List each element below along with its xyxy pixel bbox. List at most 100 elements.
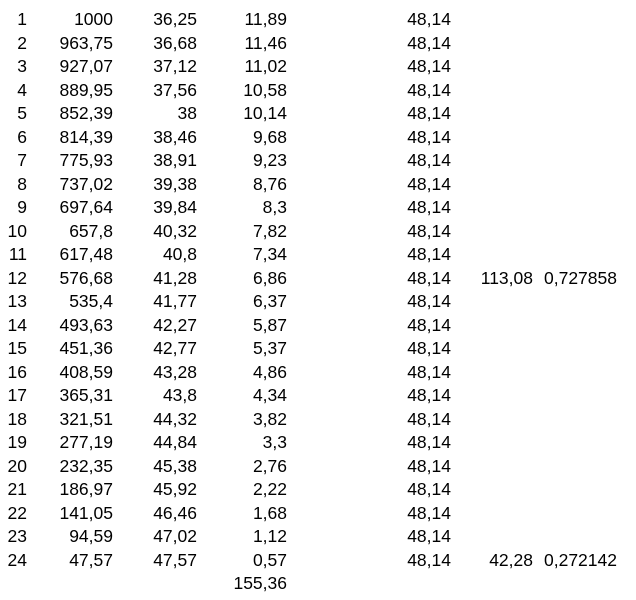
value-cell: 43,8 <box>162 385 197 405</box>
value-cell: 7,82 <box>252 220 287 241</box>
value-cell: 41,28 <box>153 267 197 288</box>
value-cell: 37,12 <box>153 56 197 76</box>
value-cell: 47,02 <box>153 526 197 546</box>
total-row: 155,36 <box>0 572 636 596</box>
value-cell: 408,59 <box>59 361 113 382</box>
row-number-cell: 12 <box>7 267 27 288</box>
row-number-cell: 24 <box>7 549 27 570</box>
value-cell: 48,14 <box>407 173 451 194</box>
value-cell: 1,68 <box>252 502 287 523</box>
value-cell: 11,02 <box>244 56 288 76</box>
value-cell: 48,14 <box>407 361 451 382</box>
value-cell: 927,07 <box>59 56 113 76</box>
value-cell: 113,08 <box>480 267 533 288</box>
value-cell: 48,14 <box>407 479 451 499</box>
value-cell: 889,95 <box>59 79 113 100</box>
table-row: 21 186,97 45,92 2,22 48,14 <box>0 478 636 502</box>
value-cell: 4,34 <box>252 385 287 405</box>
value-cell: 42,27 <box>153 314 197 335</box>
table-row: 14 493,63 42,27 5,87 48,14 <box>0 314 636 338</box>
value-cell: 576,68 <box>59 267 113 288</box>
value-cell: 11,46 <box>244 32 288 53</box>
value-cell: 7,34 <box>252 244 287 264</box>
value-cell: 38 <box>177 103 197 123</box>
value-cell: 852,39 <box>59 103 113 123</box>
row-number-cell: 9 <box>17 197 27 217</box>
table-row: 13 535,4 41,77 6,37 48,14 <box>0 290 636 314</box>
value-cell: 48,14 <box>407 197 451 217</box>
value-cell: 814,39 <box>59 126 113 147</box>
table-row: 8 737,02 39,38 8,76 48,14 <box>0 173 636 197</box>
value-cell: 48,14 <box>407 32 451 53</box>
value-cell: 48,14 <box>407 103 451 123</box>
value-cell: 94,59 <box>69 526 113 546</box>
value-cell: 365,31 <box>59 385 113 405</box>
value-cell: 697,64 <box>59 197 113 217</box>
value-cell: 41,77 <box>153 291 197 311</box>
value-cell: 963,75 <box>59 32 113 53</box>
row-number-cell: 5 <box>17 103 27 123</box>
value-cell: 48,14 <box>407 79 451 100</box>
row-number-cell: 18 <box>7 408 27 429</box>
value-cell: 38,46 <box>153 126 197 147</box>
value-cell: 535,4 <box>69 291 113 311</box>
value-cell: 48,14 <box>407 126 451 147</box>
table-row: 2 963,75 36,68 11,46 48,14 <box>0 32 636 56</box>
value-cell: 45,38 <box>153 455 197 476</box>
value-cell: 37,56 <box>153 79 197 100</box>
row-number-cell: 22 <box>7 502 27 523</box>
table-row: 12 576,68 41,28 6,86 48,14 113,08 0,727858 <box>0 267 636 291</box>
row-number-cell: 3 <box>17 56 27 76</box>
value-cell: 2,22 <box>252 479 287 499</box>
value-cell: 44,32 <box>153 408 197 429</box>
value-cell: 40,32 <box>153 220 197 241</box>
value-cell: 6,37 <box>252 291 287 311</box>
row-number-cell: 14 <box>7 314 27 335</box>
value-cell: 48,14 <box>407 455 451 476</box>
value-cell: 48,14 <box>407 150 451 170</box>
row-number-cell: 13 <box>7 291 27 311</box>
value-cell: 39,84 <box>153 197 197 217</box>
value-cell: 2,76 <box>252 455 287 476</box>
row-number-cell: 10 <box>7 220 27 241</box>
value-cell: 10,14 <box>243 103 287 123</box>
row-number-cell: 19 <box>7 432 27 452</box>
value-cell: 321,51 <box>59 408 113 429</box>
value-cell: 8,76 <box>252 173 287 194</box>
value-cell: 8,3 <box>262 197 287 217</box>
value-cell: 0,57 <box>252 549 287 570</box>
amortization-table: 1 1000 36,25 11,89 48,14 2 963,75 36,68 11,46 48,… <box>0 8 636 596</box>
table-row: 3 927,07 37,12 11,02 48,14 <box>0 55 636 79</box>
value-cell: 42,28 <box>489 549 533 570</box>
table-row: 16 408,59 43,28 4,86 48,14 <box>0 361 636 385</box>
row-number-cell: 4 <box>17 79 27 100</box>
value-cell: 5,87 <box>252 314 287 335</box>
value-cell: 155,36 <box>233 573 287 593</box>
value-cell: 5,37 <box>252 338 287 358</box>
table-row: 5 852,39 38 10,14 48,14 <box>0 102 636 126</box>
value-cell: 38,91 <box>153 150 197 170</box>
row-number-cell: 17 <box>7 385 27 405</box>
table-row: 24 47,57 47,57 0,57 48,14 42,28 0,272142 <box>0 549 636 573</box>
row-number-cell: 23 <box>7 526 27 546</box>
row-number-cell: 1 <box>17 9 27 29</box>
value-cell: 43,28 <box>153 361 197 382</box>
value-cell: 48,14 <box>407 408 451 429</box>
table-row: 4 889,95 37,56 10,58 48,14 <box>0 79 636 103</box>
value-cell: 48,14 <box>407 526 451 546</box>
value-cell: 493,63 <box>59 314 113 335</box>
value-cell: 657,8 <box>69 220 113 241</box>
value-cell: 48,14 <box>407 432 451 452</box>
value-cell: 0,272142 <box>544 549 617 570</box>
value-cell: 36,68 <box>153 32 197 53</box>
value-cell: 1,12 <box>252 526 287 546</box>
value-cell: 3,3 <box>262 432 287 452</box>
value-cell: 47,57 <box>153 549 197 570</box>
value-cell: 48,14 <box>407 338 451 358</box>
row-number-cell: 16 <box>7 361 27 382</box>
value-cell: 48,14 <box>407 56 451 76</box>
table-row: 7 775,93 38,91 9,23 48,14 <box>0 149 636 173</box>
value-cell: 0,727858 <box>544 267 617 288</box>
value-cell: 48,14 <box>407 549 451 570</box>
row-number-cell: 8 <box>17 173 27 194</box>
